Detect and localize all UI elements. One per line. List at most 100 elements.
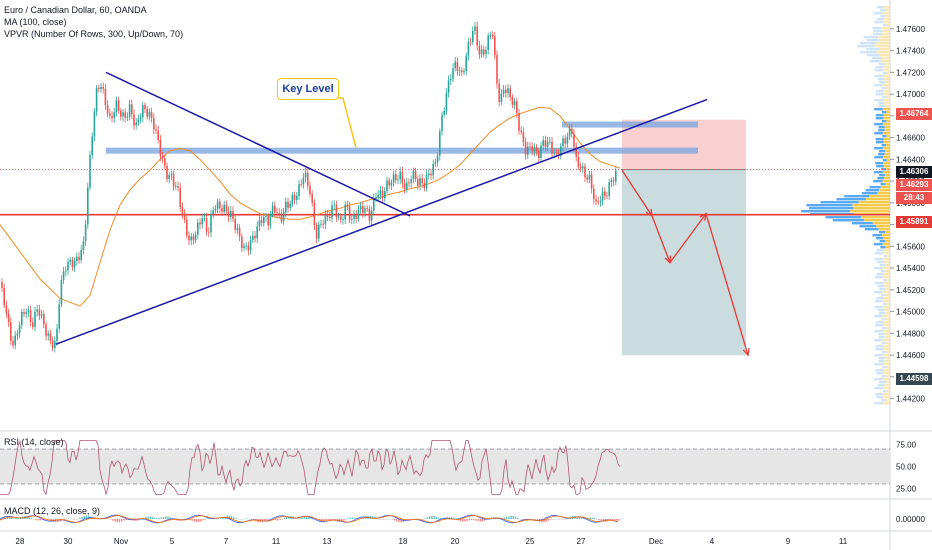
- macd-histogram-bar: [189, 519, 191, 521]
- vpvr-down-bar: [882, 387, 890, 390]
- macd-histogram-bar: [400, 519, 402, 523]
- macd-histogram-bar: [618, 519, 620, 521]
- macd-histogram-bar: [466, 519, 468, 521]
- vpvr-down-bar: [883, 396, 890, 399]
- x-tick-label: 11: [839, 537, 848, 546]
- vpvr-up-bar: [874, 99, 883, 102]
- candle-body: [43, 314, 45, 325]
- vpvr-down-bar: [886, 318, 890, 321]
- candle-body: [304, 172, 307, 178]
- vpvr-up-bar: [882, 24, 887, 27]
- vpvr-up-bar: [878, 126, 885, 129]
- macd-histogram-bar: [286, 516, 288, 519]
- candle-body: [403, 183, 406, 190]
- macd-histogram-bar: [239, 519, 242, 520]
- candle-body: [102, 86, 104, 89]
- macd-histogram-bar: [464, 519, 466, 522]
- candle-body: [384, 191, 386, 199]
- candle-body: [377, 195, 379, 198]
- macd-histogram-bar: [561, 519, 563, 520]
- vpvr-histogram: [801, 6, 890, 405]
- candle-body: [522, 132, 525, 143]
- candle-body: [166, 165, 168, 180]
- macd-histogram-bar: [475, 519, 477, 521]
- vpvr-up-bar: [844, 195, 870, 198]
- macd-histogram-bar: [165, 516, 167, 519]
- vpvr-up-bar: [864, 228, 879, 231]
- vpvr-up-bar: [875, 237, 884, 240]
- candle-body: [289, 203, 291, 208]
- vpvr-up-bar: [878, 231, 886, 234]
- candle-body: [287, 201, 289, 208]
- candle-body: [113, 112, 115, 118]
- candle-body: [291, 194, 294, 204]
- candle-body: [58, 304, 60, 329]
- macd-histogram-bar: [156, 517, 158, 519]
- candle-body: [203, 218, 206, 219]
- vpvr-down-bar: [885, 288, 890, 291]
- vpvr-up-bar: [878, 105, 885, 108]
- vpvr-up-bar: [878, 312, 886, 315]
- candle-body: [117, 100, 120, 111]
- candle-body: [223, 204, 225, 212]
- candle-body: [106, 105, 109, 114]
- candle-body: [18, 325, 21, 334]
- candle-body: [421, 178, 423, 184]
- candle-body: [474, 26, 476, 31]
- macd-histogram-bar: [6, 516, 8, 519]
- candle-body: [494, 36, 496, 56]
- vpvr-down-bar: [885, 183, 890, 186]
- macd-histogram-bar: [440, 518, 442, 519]
- vpvr-down-bar: [876, 51, 890, 54]
- candle-body: [357, 209, 360, 219]
- macd-histogram-bar: [222, 517, 224, 519]
- macd-histogram-bar: [341, 519, 343, 522]
- vpvr-down-bar: [883, 162, 890, 165]
- macd-histogram-bar: [327, 519, 330, 521]
- macd-histogram-bar: [378, 518, 380, 520]
- vpvr-up-bar: [882, 159, 887, 162]
- candle-body: [608, 182, 610, 197]
- candle-body: [25, 312, 27, 314]
- candle-body: [606, 195, 608, 197]
- candle-body: [544, 140, 547, 147]
- vpvr-down-bar: [883, 348, 890, 351]
- vpvr-up-bar: [860, 51, 877, 54]
- vpvr-down-bar: [884, 177, 890, 180]
- key-level-callout: Key Level: [277, 78, 339, 100]
- macd-histogram-bar: [237, 518, 239, 520]
- candle-body: [520, 130, 522, 133]
- candle-body: [16, 333, 19, 336]
- vpvr-down-bar: [883, 69, 890, 72]
- key-level-pointer: [331, 97, 357, 148]
- vpvr-up-bar: [873, 171, 883, 174]
- macd-histogram-bar: [233, 517, 235, 519]
- vpvr-down-bar: [886, 366, 890, 369]
- candle-body: [615, 170, 617, 182]
- macd-histogram-bar: [39, 519, 41, 521]
- vpvr-down-bar: [884, 336, 890, 339]
- candle-body: [527, 146, 529, 155]
- vpvr-up-bar: [873, 180, 883, 183]
- vpvr-up-bar: [874, 258, 884, 261]
- candle-body: [555, 152, 558, 154]
- candle-body: [395, 174, 397, 181]
- vpvr-up-bar: [874, 123, 883, 126]
- macd-histogram-bar: [479, 519, 481, 522]
- vpvr-up-bar: [875, 90, 884, 93]
- macd-histogram-bar: [68, 518, 70, 519]
- vpvr-down-bar: [882, 30, 890, 33]
- candle-body: [168, 174, 170, 180]
- candle-body: [419, 178, 421, 186]
- macd-histogram-bar: [578, 517, 580, 519]
- candle-body: [293, 194, 296, 200]
- candle-body: [199, 222, 201, 225]
- vpvr-down-bar: [886, 327, 890, 330]
- macd-histogram-bar: [277, 519, 279, 521]
- vpvr-up-bar: [875, 348, 884, 351]
- macd-histogram-bar: [391, 519, 393, 520]
- candle-body: [122, 112, 124, 117]
- y-tick-label: 1.44800: [896, 329, 925, 338]
- y-tick-label: 1.45600: [896, 242, 925, 251]
